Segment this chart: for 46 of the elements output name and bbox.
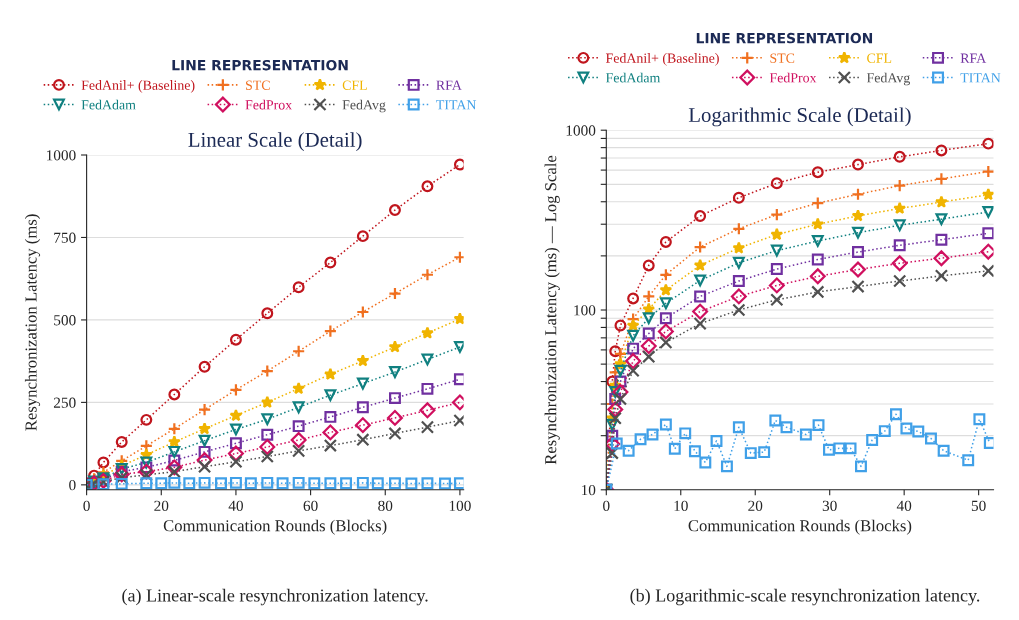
x-tick-label: 0 bbox=[83, 500, 90, 511]
x-tick-label: 50 bbox=[971, 500, 986, 511]
legend-label: TITAN bbox=[960, 73, 1001, 83]
legend-label: STC bbox=[770, 53, 795, 63]
y-tick-label: 250 bbox=[53, 397, 76, 408]
legend-label: FedAdam bbox=[81, 99, 136, 110]
y-axis-title: Resynchronization Latency (ms) bbox=[24, 214, 41, 431]
legend-label: FedProx bbox=[245, 99, 292, 110]
y-tick-label: 0 bbox=[69, 479, 76, 491]
legend-label: FedAvg bbox=[866, 72, 910, 86]
legend-label: FedProx bbox=[769, 72, 817, 83]
legend-label: RFA bbox=[960, 53, 987, 63]
x-tick-label: 80 bbox=[378, 500, 393, 511]
chart-title: Logarithmic Scale (Detail) bbox=[688, 107, 911, 127]
legend-label: FedAnil+ (Baseline) bbox=[605, 53, 719, 66]
y-tick-label: 500 bbox=[54, 315, 76, 326]
legend-title: LINE REPRESENTATION bbox=[696, 32, 873, 44]
x-tick-label: 40 bbox=[896, 500, 912, 511]
legend-label: RFA bbox=[436, 80, 462, 90]
legend-label: CFL bbox=[342, 80, 367, 90]
y-tick-label: 10 bbox=[581, 484, 596, 496]
y-tick-label: 100 bbox=[574, 305, 596, 316]
x-tick-label: 10 bbox=[674, 500, 688, 511]
legend-label: FedAdam bbox=[605, 72, 661, 83]
legend-label: FedAvg bbox=[342, 99, 386, 113]
x-tick-label: 30 bbox=[822, 500, 837, 511]
legend-label: CFL bbox=[867, 53, 892, 63]
x-tick-label: 100 bbox=[449, 500, 471, 511]
x-tick-label: 20 bbox=[748, 500, 763, 511]
x-axis-title: Communication Rounds (Blocks) bbox=[688, 519, 912, 535]
chart-title: Linear Scale (Detail) bbox=[188, 132, 362, 152]
x-axis-title: Communication Rounds (Blocks) bbox=[163, 519, 387, 535]
y-axis-title: Resynchronization Latency (ms) — Log Scale bbox=[544, 155, 560, 465]
legend-title: LINE REPRESENTATION bbox=[172, 59, 348, 71]
x-tick-label: 20 bbox=[154, 500, 169, 511]
y-tick-label: 750 bbox=[54, 232, 76, 243]
x-tick-label: 40 bbox=[228, 500, 243, 511]
x-tick-label: 60 bbox=[303, 500, 318, 511]
x-tick-label: 0 bbox=[603, 500, 610, 511]
legend-label: STC bbox=[246, 80, 270, 90]
legend-label: TITAN bbox=[436, 100, 477, 110]
legend-label: FedAnil+ (Baseline) bbox=[81, 80, 195, 93]
text: (a) Linear-scale resynchronization latency. bbox=[122, 588, 428, 606]
text: (b) Logarithmic-scale resynchronization latency. bbox=[630, 588, 980, 606]
y-tick-label: 1000 bbox=[566, 125, 596, 136]
y-tick-label: 1000 bbox=[46, 150, 76, 161]
